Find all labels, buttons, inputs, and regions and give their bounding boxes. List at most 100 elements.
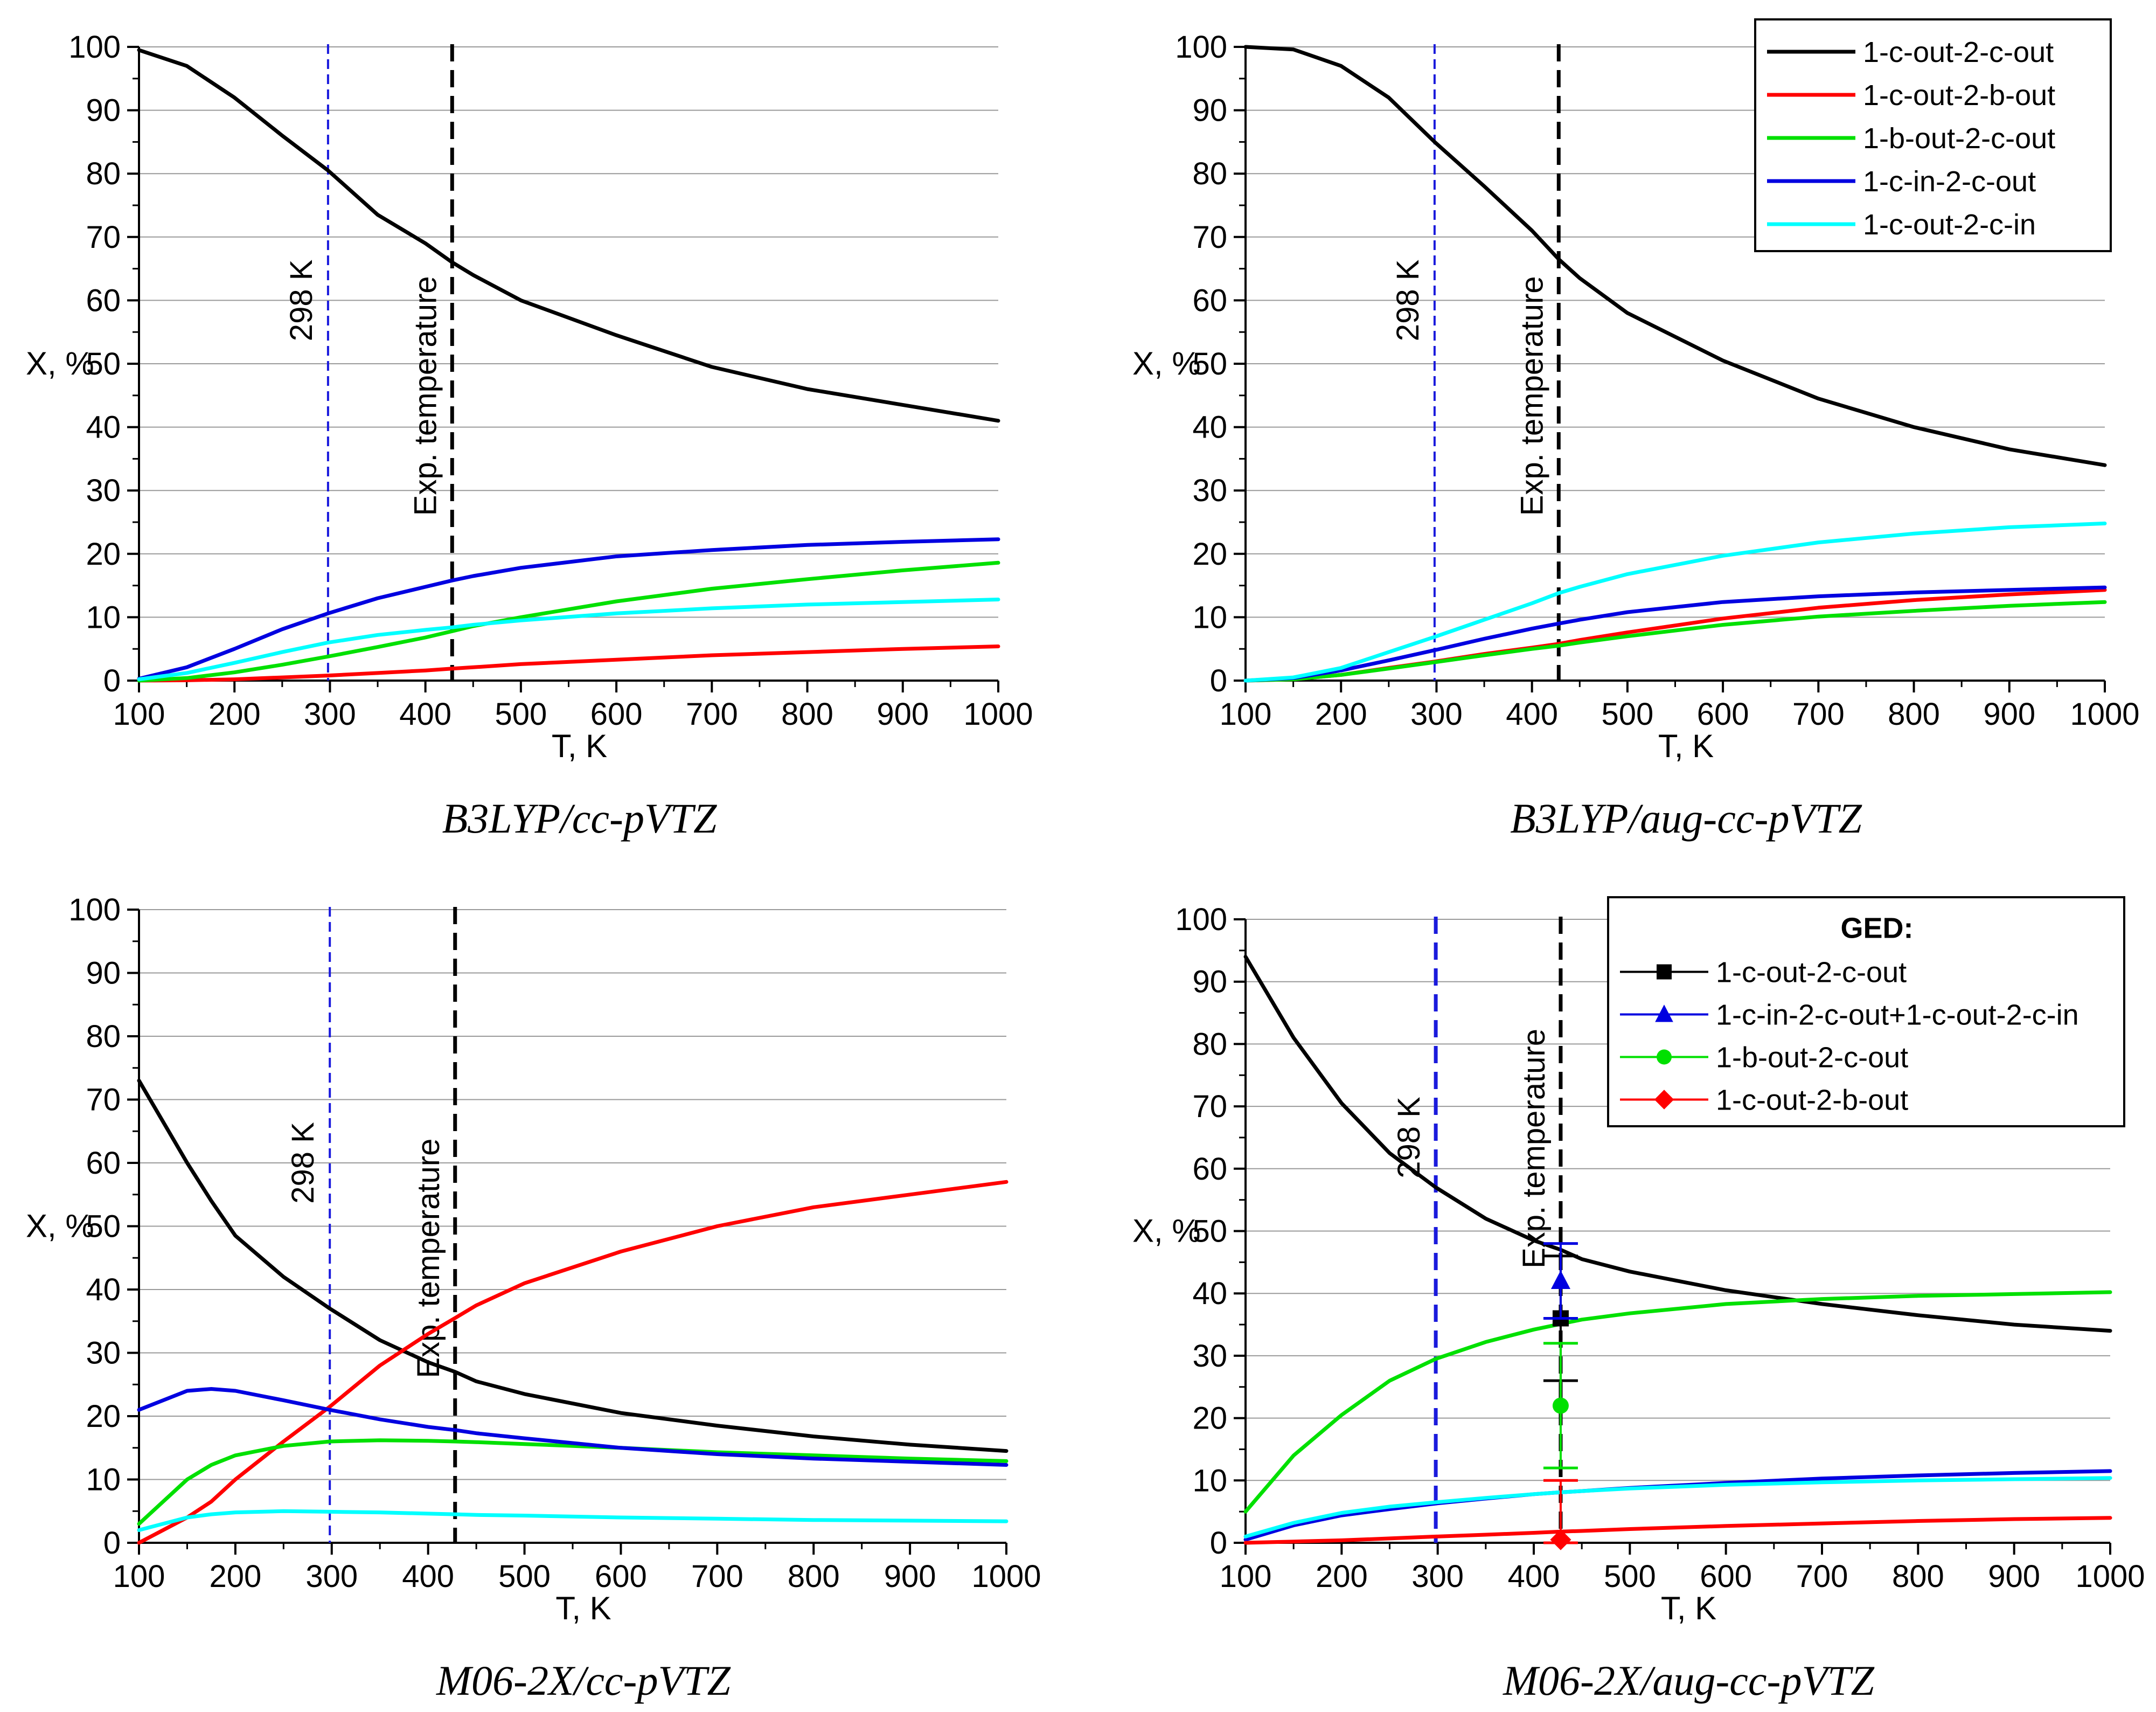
legend-label: 1-c-out-2-c-out: [1863, 36, 2054, 68]
x-axis-title: T, K: [552, 728, 607, 764]
x-tick-label: 700: [691, 1559, 743, 1594]
series-line-1-c-in-2-c-out: [137, 1387, 1009, 1467]
y-tick-label: 100: [68, 30, 121, 65]
chart-panel-3: 0 10 20 30 40 50 60 70 80 90 100 100 200 300 400 500 600…: [26, 892, 1041, 1704]
experimental-point-1-c-out-2-b-out: [1543, 1479, 1578, 1550]
panel-caption: M06-2X/cc-pVTZ: [436, 1657, 732, 1704]
y-tick-label: 0: [1210, 1526, 1227, 1561]
y-tick-label: 40: [86, 410, 121, 445]
y-tick-label: 80: [86, 1019, 121, 1054]
series-line-1-b-out-2-c-out: [137, 1438, 1009, 1526]
legend-label: 1-c-out-2-c-out: [1716, 956, 1907, 989]
series-line-1-c-out-2-c-in: [1243, 521, 2107, 683]
y-tick-label: 100: [68, 892, 121, 927]
x-tick-label: 300: [1410, 697, 1463, 732]
y-tick-label: 10: [86, 1463, 121, 1498]
legend-box: [1607, 896, 2125, 1127]
circle-marker: [1657, 1049, 1672, 1065]
x-tick-label: 1000: [971, 1559, 1041, 1594]
x-tick-label: 400: [1508, 1559, 1560, 1594]
panel-caption: B3LYP/cc-pVTZ: [442, 795, 718, 842]
y-tick-label: 90: [86, 956, 121, 991]
x-tick-label: 100: [113, 697, 165, 732]
x-tick-label: 900: [877, 697, 929, 732]
y-tick-label: 50: [1192, 1214, 1227, 1249]
x-tick-label: 800: [1888, 697, 1940, 732]
y-tick-label: 100: [1175, 902, 1227, 937]
triangle-marker: [1550, 1270, 1570, 1290]
x-tick-label: 600: [1697, 697, 1749, 732]
x-tick-label: 500: [495, 697, 547, 732]
y-tick-label: 80: [1192, 1027, 1227, 1062]
x-tick-label: 100: [113, 1559, 165, 1594]
x-tick-label: 900: [1988, 1559, 2040, 1594]
diamond-marker: [1550, 1529, 1571, 1550]
y-axis-title: X, %: [1132, 1213, 1201, 1249]
x-axis-title: T, K: [1658, 728, 1714, 764]
triangle-marker: [1655, 1004, 1673, 1022]
x-tick-label: 600: [595, 1559, 647, 1594]
x-tick-label: 700: [686, 697, 738, 732]
chart-panel-4: 0 10 20 30 40 50 60 70 80 90 100 100 200 300 400 500 600…: [1132, 896, 2145, 1704]
panel-caption: M06-2X/aug-cc-pVTZ: [1503, 1657, 1875, 1704]
y-tick-label: 20: [1192, 537, 1227, 572]
y-tick-label: 50: [86, 346, 121, 382]
x-tick-label: 200: [209, 1559, 261, 1594]
y-tick-label: 50: [86, 1209, 121, 1244]
x-tick-label: 900: [884, 1559, 936, 1594]
series-line-1-b-out-2-c-out: [137, 560, 1000, 683]
y-tick-label: 20: [86, 537, 121, 572]
vline-298k-label: 298 K: [286, 1122, 321, 1204]
y-tick-label: 100: [1175, 30, 1227, 65]
series-line-1-c-out-2-c-in: [137, 598, 1000, 682]
y-tick-label: 70: [86, 1083, 121, 1118]
series-line-1-c-out-2-b-out: [137, 644, 1000, 683]
series-line-1-c-out-2-c-in: [137, 1509, 1009, 1532]
square-marker: [1657, 964, 1672, 980]
legend-label: 1-c-out-2-b-out: [1716, 1084, 1908, 1117]
x-tick-label: 800: [781, 697, 833, 732]
x-axis-title: T, K: [555, 1590, 611, 1626]
x-tick-label: 800: [1892, 1559, 1944, 1594]
y-tick-label: 40: [1192, 1276, 1227, 1311]
legend-label: 1-c-out-2-c-in: [1863, 209, 2036, 241]
x-tick-label: 1000: [963, 697, 1033, 732]
x-tick-label: 800: [788, 1559, 840, 1594]
panel-caption: B3LYP/aug-cc-pVTZ: [1510, 795, 1862, 842]
vline-exp-temperature-label: Exp. temperature: [411, 1139, 446, 1378]
x-tick-label: 200: [1315, 697, 1367, 732]
y-tick-label: 0: [1210, 663, 1227, 698]
y-tick-label: 20: [86, 1399, 121, 1434]
y-tick-label: 60: [86, 1146, 121, 1181]
y-tick-label: 70: [1192, 1089, 1227, 1124]
y-tick-label: 80: [1192, 156, 1227, 191]
chart-panel-2: 0 10 20 30 40 50 60 70 80 90 100 100 200 300 400 500 600…: [1132, 18, 2140, 842]
x-tick-label: 100: [1220, 697, 1272, 732]
x-tick-label: 400: [399, 697, 451, 732]
y-axis-title: X, %: [1132, 345, 1201, 382]
y-tick-label: 10: [86, 600, 121, 635]
legend-label: 1-b-out-2-c-out: [1863, 122, 2055, 155]
y-tick-label: 80: [86, 156, 121, 191]
x-tick-label: 500: [1604, 1559, 1656, 1594]
x-tick-label: 200: [1316, 1559, 1368, 1594]
x-tick-label: 300: [1411, 1559, 1464, 1594]
series-line-1-c-out-2-c-out: [1243, 45, 2107, 467]
x-tick-label: 1000: [2070, 697, 2139, 732]
y-tick-label: 90: [1192, 93, 1227, 128]
y-axis-title: X, %: [26, 345, 94, 382]
y-tick-label: 30: [86, 1336, 121, 1371]
series-line-1-c-out-2-c-out: [137, 48, 1000, 423]
y-tick-label: 60: [1192, 1152, 1227, 1187]
vline-exp-temperature-label: Exp. temperature: [408, 276, 443, 516]
vline-298k-label: 298 K: [1392, 1097, 1427, 1179]
circle-marker: [1552, 1397, 1569, 1414]
y-tick-label: 10: [1192, 600, 1227, 635]
legend-box: [1754, 18, 2112, 252]
y-tick-label: 90: [1192, 965, 1227, 1000]
series-line-1-c-out-2-b-out: [1243, 1516, 2112, 1545]
vline-298k-label: 298 K: [284, 259, 319, 341]
legend: 1-c-out-2-c-out 1-c-out-2-b-out 1-b-out-2-…: [1754, 18, 2112, 252]
series-line-1-c-out-2-c-out: [137, 1078, 1009, 1453]
